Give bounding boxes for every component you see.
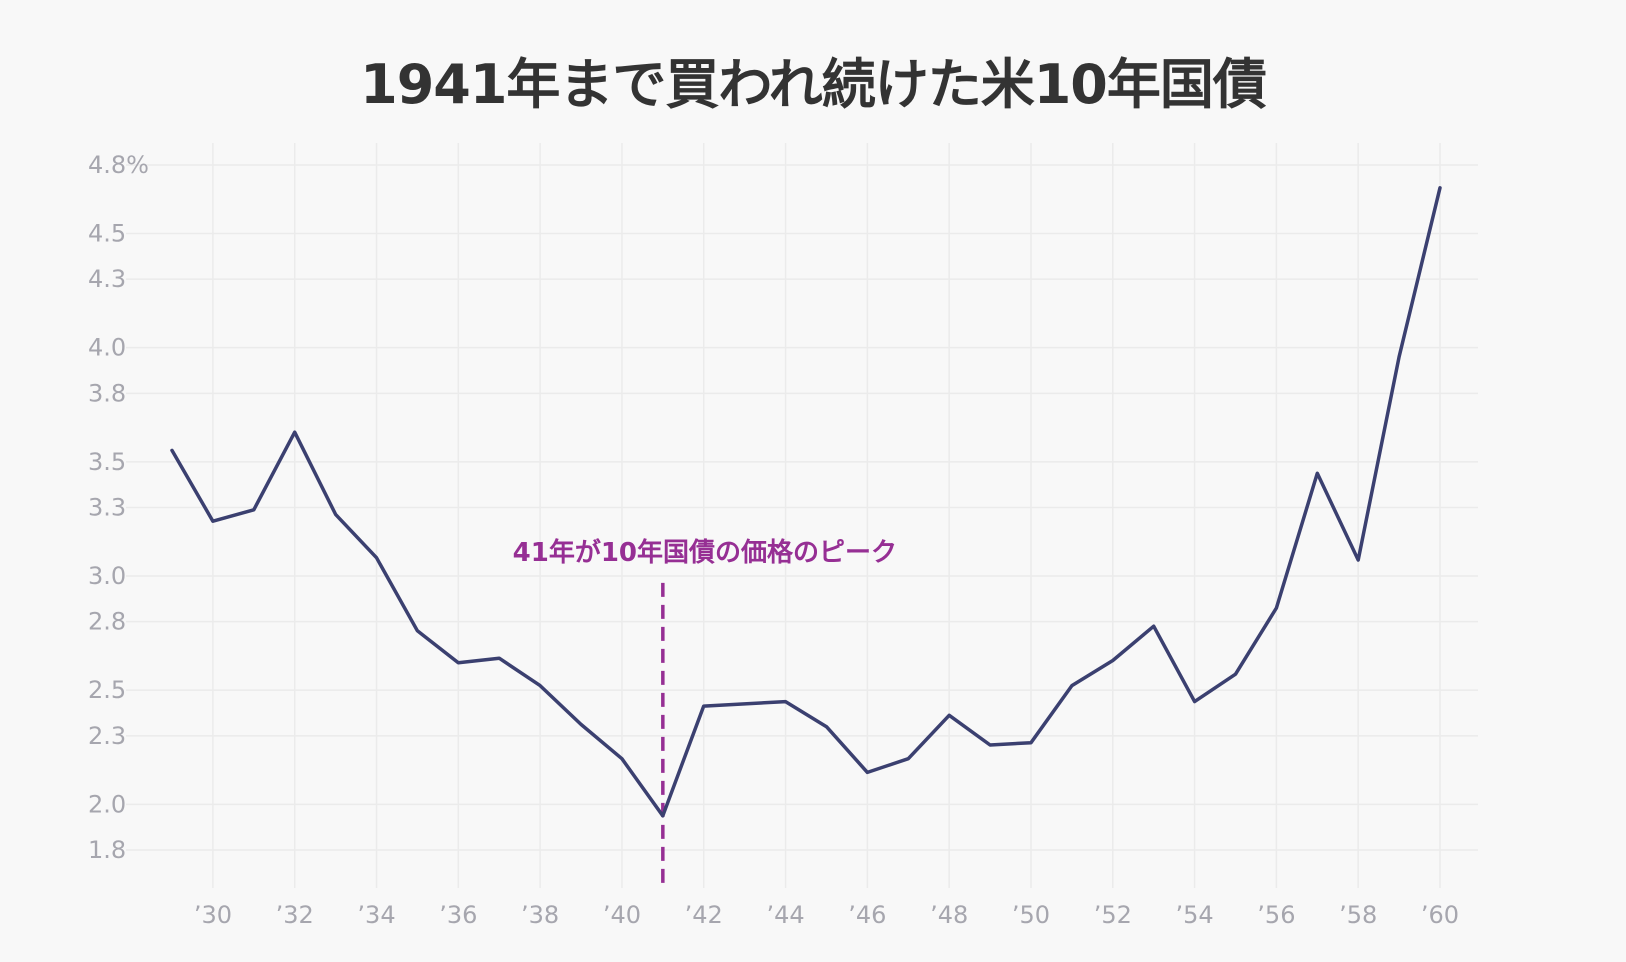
y-tick-label: 3.8 — [88, 379, 126, 407]
x-tick-label: ’60 — [1421, 901, 1459, 929]
y-tick-label: 1.8 — [88, 836, 126, 864]
y-tick-label: 3.3 — [88, 494, 126, 522]
series-line — [170, 186, 1442, 818]
y-tick-label: 4.5 — [88, 220, 126, 248]
x-tick-label: ’44 — [766, 901, 804, 929]
y-axis-ticks: 1.8 2.0 2.3 2.5 2.8 3.0 3.3 3.5 3.8 4.0 4.3 4.5 4.8% — [88, 151, 149, 864]
y-tick-label: 2.0 — [88, 790, 126, 818]
x-tick-label: ’54 — [1175, 901, 1213, 929]
x-tick-label: ’34 — [357, 901, 395, 929]
x-tick-label: ’38 — [521, 901, 559, 929]
y-tick-label: 4.3 — [88, 265, 126, 293]
chart-title: 1941年まで買われ続けた米10年国債 — [360, 53, 1267, 116]
annotation-label: 41年が10年国債の価格のピーク — [513, 537, 897, 568]
y-tick-label: 3.0 — [88, 562, 126, 590]
y-tick-label: 4.8% — [88, 151, 149, 179]
y-tick-label: 3.5 — [88, 448, 126, 476]
y-tick-label: 2.3 — [88, 722, 126, 750]
annotation: 41年が10年国債の価格のピーク — [513, 537, 897, 888]
x-tick-label: ’52 — [1094, 901, 1132, 929]
x-tick-label: ’58 — [1339, 901, 1377, 929]
x-tick-label: ’40 — [603, 901, 641, 929]
x-tick-label: ’42 — [685, 901, 723, 929]
y-tick-label: 2.8 — [88, 608, 126, 636]
x-tick-label: ’56 — [1257, 901, 1295, 929]
x-tick-label: ’36 — [439, 901, 477, 929]
x-tick-label: ’32 — [276, 901, 314, 929]
y-tick-label: 4.0 — [88, 334, 126, 362]
x-tick-label: ’48 — [930, 901, 968, 929]
series — [170, 186, 1442, 818]
x-tick-label: ’50 — [1012, 901, 1050, 929]
grid — [126, 143, 1478, 888]
x-axis-ticks: ’30 ’32 ’34 ’36 ’38 ’40 ’42 ’44 ’46 ’48 ’50 ’52 ’54 ’… — [194, 901, 1459, 929]
x-tick-label: ’30 — [194, 901, 232, 929]
x-tick-label: ’46 — [848, 901, 886, 929]
y-tick-label: 2.5 — [88, 676, 126, 704]
